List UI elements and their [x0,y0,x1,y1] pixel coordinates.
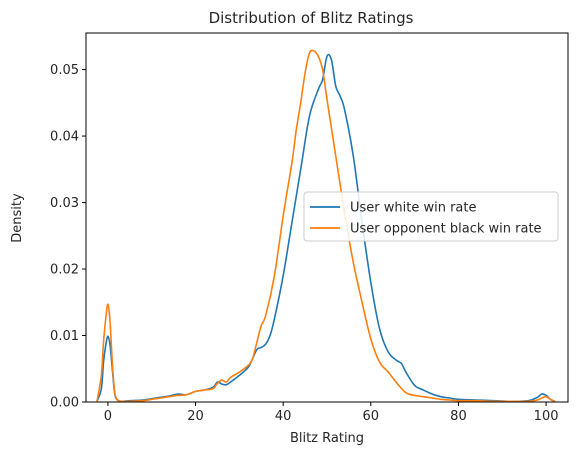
x-axis-label: Blitz Rating [290,431,364,446]
y-tick-label: 0.03 [50,196,79,211]
y-axis-label: Density [10,193,25,243]
y-tick-label: 0.02 [50,263,79,278]
legend: User white win rate User opponent black w… [303,191,559,242]
y-tick-label: 0.01 [50,329,79,344]
x-tick-label: 40 [275,409,292,424]
x-tick-label: 20 [187,409,204,424]
x-tick-label: 100 [534,409,559,424]
x-tick-label: 0 [104,409,112,424]
chart-title: Distribution of Blitz Ratings [209,9,414,27]
legend-label: User white win rate [350,201,477,216]
plot-frame [85,32,569,403]
y-tick-label: 0.05 [50,63,79,78]
y-tick-label: 0.00 [50,396,79,411]
x-tick-label: 80 [450,409,467,424]
legend-label: User opponent black win rate [350,222,542,237]
legend-box [303,191,559,242]
y-axis: 0.00 0.01 0.02 0.03 0.04 0.05 [50,63,86,411]
x-axis: 0 20 40 60 80 100 [104,402,559,424]
x-tick-label: 60 [363,409,380,424]
series-line-2 [96,49,556,403]
y-tick-label: 0.04 [50,130,79,145]
series-layer [96,49,556,403]
